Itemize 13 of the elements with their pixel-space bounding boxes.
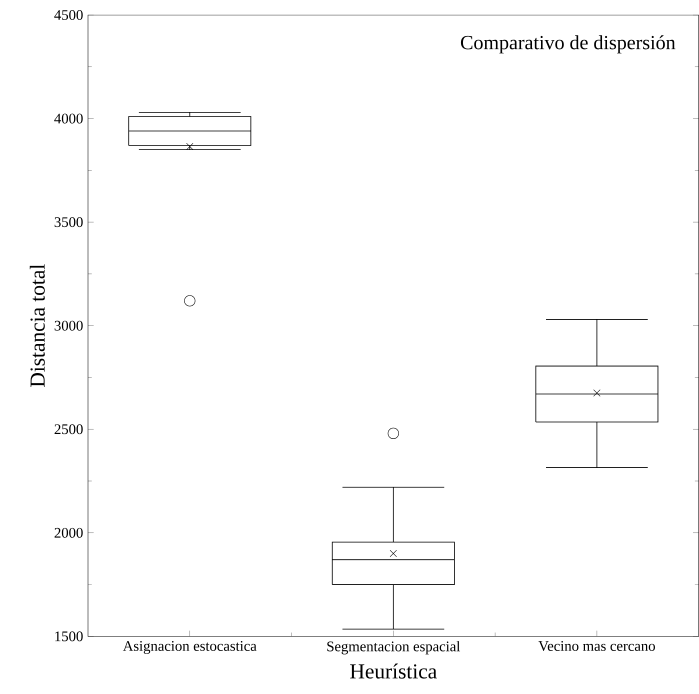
- x-tick-label: Asignacion estocastica: [122, 641, 257, 654]
- x-tick-label: Vecino mas cercano: [538, 641, 655, 652]
- y-tick-label: 2000: [54, 528, 83, 538]
- y-axis-title: Distancia total: [30, 264, 45, 388]
- x-axis-title: Heurística: [350, 664, 437, 679]
- x-tick-label: Segmentacion espacial: [327, 641, 460, 655]
- text: Comparativo de dispersión: [460, 35, 676, 54]
- y-tick-label: 4500: [54, 10, 83, 20]
- y-tick-label: 2500: [54, 424, 83, 434]
- y-tick-label: 1500: [55, 632, 83, 642]
- y-tick-label: 4000: [54, 114, 83, 124]
- y-tick-label: 3000: [54, 320, 83, 331]
- y-tick-label: 3500: [54, 217, 83, 228]
